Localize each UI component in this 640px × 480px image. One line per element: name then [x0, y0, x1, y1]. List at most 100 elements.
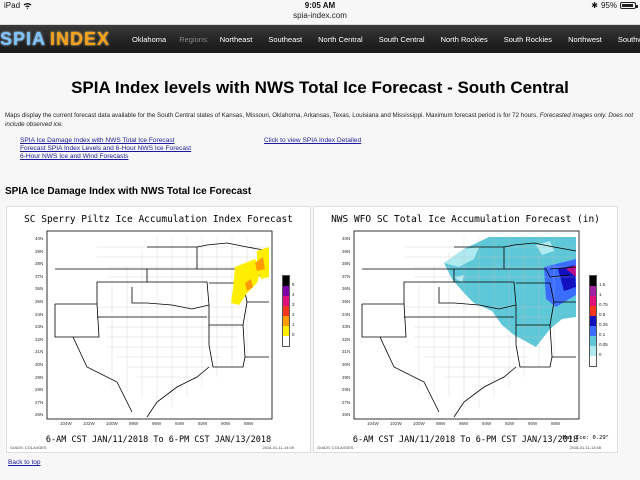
description-note: Forecasted images only. Does not include… — [5, 112, 634, 128]
legend-swatch — [283, 276, 289, 286]
device-label: iPad — [4, 1, 21, 10]
top-nav: Oklahoma Regions: Northeast Southeast No… — [124, 25, 640, 53]
status-right: ✱ 95% — [591, 1, 638, 10]
legend-swatch — [590, 306, 596, 316]
latitude-label: 37N — [342, 273, 351, 279]
back-to-top-link[interactable]: Back to top — [8, 459, 41, 466]
latitude-label: 29N — [342, 374, 351, 380]
spia-index-map[interactable]: SC Sperry Piltz Ice Accumulation Index F… — [6, 206, 311, 453]
legend-swatch — [590, 356, 596, 366]
legend-swatch — [283, 306, 289, 316]
map-title: SC Sperry Piltz Ice Accumulation Index F… — [24, 214, 293, 225]
map-timestamp: 2018-01-11-13:48 — [569, 445, 601, 450]
legend-swatch — [590, 346, 596, 356]
legend-label: 3 — [292, 302, 295, 307]
map-timestamp: 2018-01-11-14:09 — [262, 445, 294, 450]
longitude-label: 92W — [198, 421, 208, 426]
legend-label: 0 — [599, 352, 602, 357]
longitude-label: 102W — [390, 421, 402, 426]
latitude-label: 38N — [342, 261, 351, 267]
longitude-label: 96W — [459, 421, 469, 426]
description-text: Maps display the current forecast data a… — [5, 112, 538, 119]
latitude-label: 26N — [342, 412, 351, 418]
battery-percent: 95% — [600, 1, 617, 10]
map-footer: 6-AM CST JAN/11/2018 To 6-PM CST JAN/13/… — [352, 435, 579, 445]
legend-label: 5 — [292, 282, 295, 287]
legend-swatch — [590, 276, 596, 286]
nav-northwest[interactable]: Northwest — [568, 34, 602, 44]
nav-north-rockies[interactable]: North Rockies — [440, 34, 488, 44]
latitude-label: 34N — [342, 311, 351, 317]
status-left: iPad — [4, 1, 32, 10]
address-bar[interactable]: spia-index.com — [0, 11, 640, 25]
legend-swatch — [283, 336, 289, 346]
nav-south-rockies[interactable]: South Rockies — [503, 34, 553, 44]
legend-swatch — [590, 286, 596, 296]
longitude-label: 90W — [221, 421, 231, 426]
longitude-label: 94W — [482, 421, 492, 426]
link-ice-wind[interactable]: 6-Hour NWS Ice and Wind Forecasts — [20, 153, 129, 160]
legend-swatch — [590, 326, 596, 336]
latitude-label: 32N — [35, 336, 44, 342]
site-logo[interactable]: SPIA INDEX — [0, 28, 111, 49]
latitude-label: 32N — [342, 336, 351, 342]
legend-colorbar — [282, 275, 290, 347]
site-header: SPIA INDEX Oklahoma Regions: Northeast S… — [0, 25, 640, 53]
latitude-label: 36N — [342, 286, 351, 292]
link-spia-detailed[interactable]: Click to view SPIA Index Detailed — [264, 137, 362, 144]
link-forecast-levels[interactable]: Forecast SPIA Index Levels and 6-Hour NW… — [20, 145, 192, 152]
map-graphic — [353, 230, 580, 420]
longitude-label: 98W — [436, 421, 446, 426]
map-credit: GrADS: COLA/IGES — [10, 445, 47, 450]
latitude-label: 33N — [35, 324, 44, 330]
nav-regions-label: Regions: — [179, 34, 209, 44]
max-ice-label: Max Ice: 0.29" — [562, 435, 609, 441]
nav-northeast[interactable]: Northeast — [219, 34, 253, 44]
longitude-label: 100W — [413, 421, 425, 426]
nav-southwest[interactable]: Southwest — [617, 34, 640, 44]
latitude-label: 26N — [35, 412, 44, 418]
longitude-label: 94W — [175, 421, 185, 426]
longitude-label: 104W — [367, 421, 379, 426]
latitude-label: 28N — [342, 387, 351, 393]
link-spia-ice-damage[interactable]: SPIA Ice Damage Index with NWS Total Ice… — [20, 137, 175, 144]
latitude-label: 35N — [35, 299, 44, 304]
legend-swatch — [590, 316, 596, 326]
nav-north-central[interactable]: North Central — [318, 34, 363, 44]
status-time: 9:05 AM — [304, 1, 336, 10]
section-heading: SPIA Ice Damage Index with NWS Total Ice… — [5, 186, 252, 197]
page-title: SPIA Index levels with NWS Total Ice For… — [71, 78, 569, 97]
longitude-label: 100W — [106, 421, 118, 426]
latitude-label: 37N — [35, 273, 44, 279]
longitude-label: 102W — [83, 421, 95, 426]
bluetooth-icon: ✱ — [591, 1, 598, 10]
latitude-label: 40N — [35, 236, 44, 241]
map-title: NWS WFO SC Total Ice Accumulation Foreca… — [331, 214, 600, 225]
legend-swatch — [283, 326, 289, 336]
longitude-label: 88W — [551, 421, 561, 426]
nws-ice-map[interactable]: NWS WFO SC Total Ice Accumulation Foreca… — [313, 206, 618, 453]
legend-swatch — [283, 296, 289, 306]
legend-label: 0 — [292, 332, 295, 337]
ice-index-shading — [231, 247, 269, 305]
legend-colorbar — [589, 275, 597, 367]
legend-label: 0.5 — [599, 312, 606, 317]
battery-icon — [620, 2, 638, 9]
latitude-label: 27N — [35, 399, 44, 405]
longitude-label: 104W — [60, 421, 72, 426]
longitude-label: 98W — [129, 421, 139, 426]
nav-oklahoma[interactable]: Oklahoma — [132, 34, 167, 44]
map-graphic — [46, 230, 273, 420]
legend-label: 0.05 — [599, 342, 608, 347]
legend-swatch — [283, 316, 289, 326]
latitude-label: 38N — [35, 261, 44, 267]
longitude-label: 90W — [528, 421, 538, 426]
nav-southeast[interactable]: Southeast — [268, 34, 303, 44]
legend-label: 2 — [292, 312, 295, 317]
nav-south-central[interactable]: South Central — [378, 34, 425, 44]
legend-label: 0.1 — [599, 332, 606, 337]
wifi-icon — [23, 3, 32, 9]
legend-swatch — [590, 336, 596, 346]
latitude-label: 33N — [342, 324, 351, 330]
map-credit: GrADS: COLA/IGES — [317, 445, 354, 450]
